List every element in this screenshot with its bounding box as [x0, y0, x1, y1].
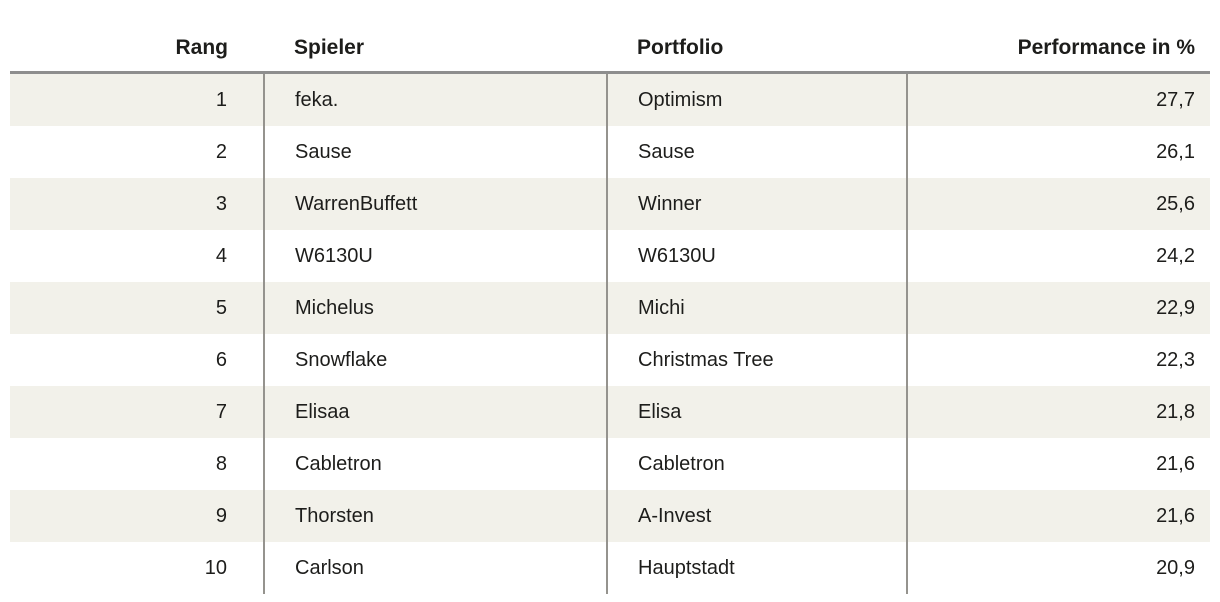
portfolio-cell: W6130U — [607, 230, 908, 282]
rank-cell: 10 — [10, 542, 265, 594]
table-row: 4 W6130U W6130U 24,2 — [10, 230, 1210, 282]
player-cell: Cabletron — [264, 438, 608, 490]
portfolio-cell: Christmas Tree — [607, 334, 908, 386]
header-performance: Performance in % — [907, 0, 1210, 74]
player-cell: W6130U — [264, 230, 608, 282]
player-cell: WarrenBuffett — [264, 178, 608, 230]
portfolio-cell: Elisa — [607, 386, 908, 438]
performance-cell: 26,1 — [1156, 141, 1195, 163]
table-row: 3 WarrenBuffett Winner 25,6 — [10, 178, 1210, 230]
player-cell: Elisaa — [264, 386, 608, 438]
performance-cell: 25,6 — [907, 178, 1210, 230]
performance-cell: 21,8 — [907, 386, 1210, 438]
performance-cell: 27,7 — [907, 72, 1210, 126]
table-row: 10 Carlson Hauptstadt 20,9 — [10, 542, 1210, 594]
leaderboard: Rang Spieler Portfolio Performance in % … — [10, 0, 1210, 594]
rank-cell: 9 — [10, 490, 265, 542]
performance-cell: 24,2 — [1156, 245, 1195, 267]
performance-cell: 20,9 — [1156, 557, 1195, 579]
header-player: Spieler — [264, 0, 607, 74]
table-row: 1 feka. Optimism 27,7 — [10, 72, 1210, 126]
performance-cell: 22,9 — [907, 282, 1210, 334]
rank-cell: 6 — [10, 334, 265, 386]
portfolio-cell: Michi — [607, 282, 908, 334]
player-cell: Sause — [264, 126, 608, 178]
player-cell: Michelus — [264, 282, 608, 334]
ranking-table: Rang Spieler Portfolio Performance in % … — [10, 0, 1210, 594]
performance-cell: 21,6 — [1156, 453, 1195, 475]
portfolio-cell: A-Invest — [607, 490, 908, 542]
rank-cell: 3 — [10, 178, 265, 230]
portfolio-cell: Optimism — [607, 72, 908, 126]
header-rank: Rang — [10, 0, 264, 74]
table-row: 7 Elisaa Elisa 21,8 — [10, 386, 1210, 438]
rank-cell: 7 — [10, 386, 265, 438]
portfolio-cell: Cabletron — [607, 438, 908, 490]
table-row: 5 Michelus Michi 22,9 — [10, 282, 1210, 334]
header-row: Rang Spieler Portfolio Performance in % — [10, 0, 1210, 74]
portfolio-cell: Hauptstadt — [607, 542, 908, 594]
rank-cell: 4 — [10, 230, 265, 282]
rank-cell: 8 — [10, 438, 265, 490]
rank-cell: 2 — [10, 126, 265, 178]
player-cell: Thorsten — [264, 490, 608, 542]
portfolio-cell: Winner — [607, 178, 908, 230]
player-cell: feka. — [264, 72, 608, 126]
portfolio-cell: Sause — [607, 126, 908, 178]
header-portfolio: Portfolio — [607, 0, 907, 74]
performance-cell: 22,3 — [1156, 349, 1195, 371]
player-cell: Snowflake — [264, 334, 608, 386]
performance-cell: 21,6 — [907, 490, 1210, 542]
table-row: 2 Sause Sause 26,1 — [10, 126, 1210, 178]
table-row: 9 Thorsten A-Invest 21,6 — [10, 490, 1210, 542]
table-row: 6 Snowflake Christmas Tree 22,3 — [10, 334, 1210, 386]
table-row: 8 Cabletron Cabletron 21,6 — [10, 438, 1210, 490]
rank-cell: 5 — [10, 282, 265, 334]
player-cell: Carlson — [264, 542, 608, 594]
rank-cell: 1 — [10, 72, 265, 126]
